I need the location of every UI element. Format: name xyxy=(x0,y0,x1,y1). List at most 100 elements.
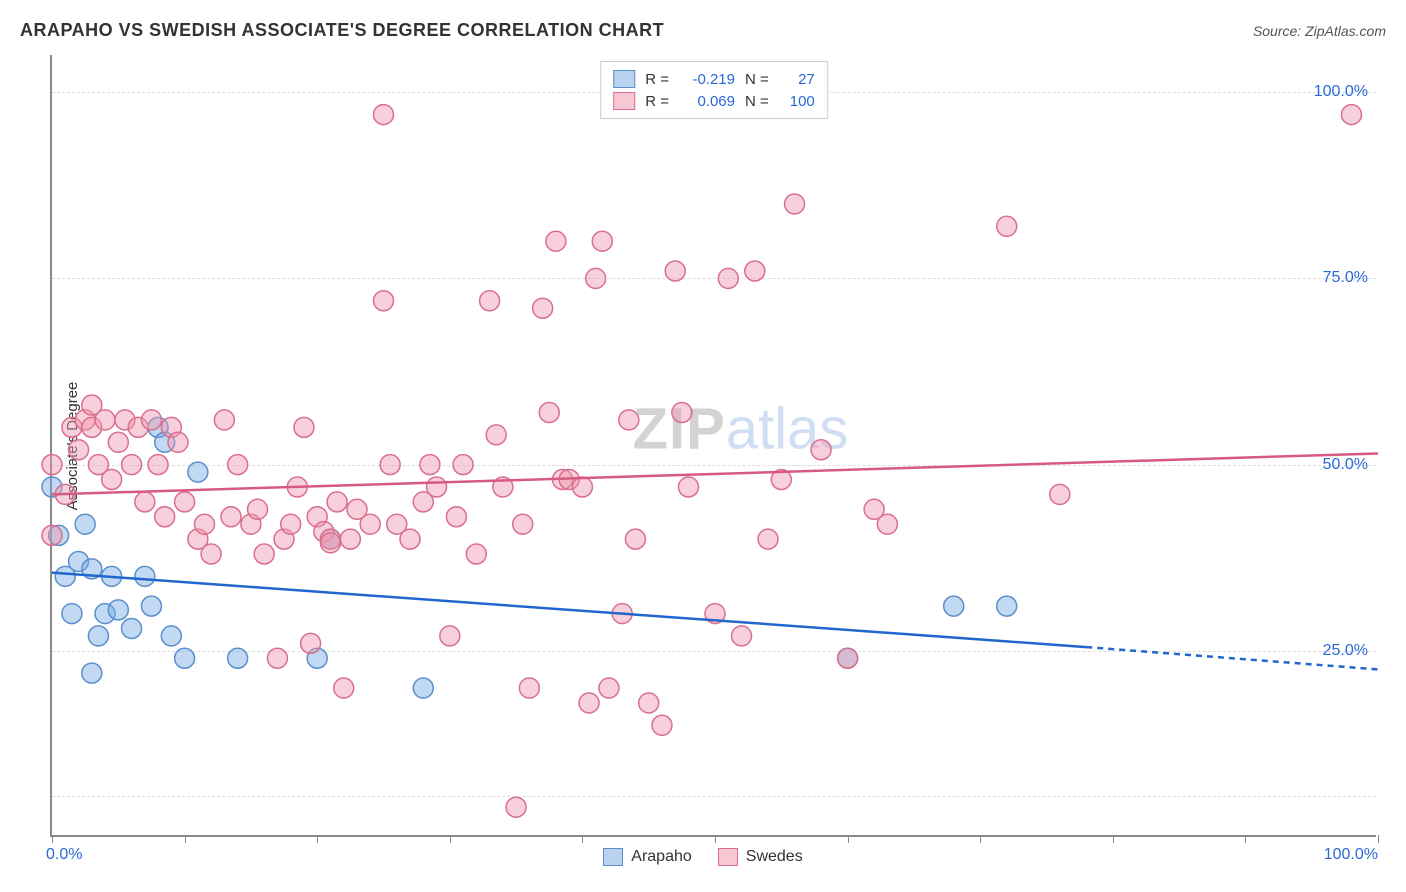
data-point xyxy=(281,514,301,534)
data-point xyxy=(374,291,394,311)
data-point xyxy=(62,604,82,624)
data-point xyxy=(546,231,566,251)
data-point xyxy=(758,529,778,549)
data-point xyxy=(440,626,460,646)
data-point xyxy=(997,216,1017,236)
data-point xyxy=(672,402,692,422)
data-point xyxy=(586,268,606,288)
data-point xyxy=(267,648,287,668)
data-point xyxy=(579,693,599,713)
x-tick xyxy=(848,835,849,843)
trend-line xyxy=(52,453,1378,494)
data-point xyxy=(374,105,394,125)
data-point xyxy=(519,678,539,698)
data-point xyxy=(811,440,831,460)
data-point xyxy=(360,514,380,534)
data-point xyxy=(248,499,268,519)
data-point xyxy=(732,626,752,646)
data-point xyxy=(108,432,128,452)
data-point xyxy=(599,678,619,698)
data-point xyxy=(95,410,115,430)
data-point xyxy=(102,470,122,490)
legend-item: Arapaho xyxy=(603,848,692,866)
data-point xyxy=(785,194,805,214)
data-point xyxy=(161,626,181,646)
data-point xyxy=(533,298,553,318)
legend-swatch xyxy=(603,848,623,866)
data-point xyxy=(639,693,659,713)
data-point xyxy=(82,663,102,683)
n-label: N = xyxy=(745,71,769,88)
stats-legend-row: R =0.069N =100 xyxy=(613,90,815,112)
data-point xyxy=(413,678,433,698)
x-tick xyxy=(317,835,318,843)
r-value: -0.219 xyxy=(679,71,735,88)
data-point xyxy=(446,507,466,527)
data-point xyxy=(108,600,128,620)
data-point xyxy=(539,402,559,422)
data-point xyxy=(678,477,698,497)
data-point xyxy=(453,455,473,475)
data-point xyxy=(175,492,195,512)
legend-label: Swedes xyxy=(746,848,803,866)
data-point xyxy=(327,492,347,512)
data-point xyxy=(513,514,533,534)
legend-swatch xyxy=(613,92,635,110)
x-tick xyxy=(582,835,583,843)
plot-svg xyxy=(52,55,1376,835)
data-point xyxy=(592,231,612,251)
legend-swatch xyxy=(718,848,738,866)
data-point xyxy=(745,261,765,281)
data-point xyxy=(665,261,685,281)
data-point xyxy=(135,566,155,586)
data-point xyxy=(122,618,142,638)
data-point xyxy=(141,410,161,430)
header: ARAPAHO VS SWEDISH ASSOCIATE'S DEGREE CO… xyxy=(20,20,1386,41)
data-point xyxy=(75,514,95,534)
x-tick xyxy=(1245,835,1246,843)
data-point xyxy=(340,529,360,549)
data-point xyxy=(294,417,314,437)
data-point xyxy=(221,507,241,527)
stats-legend: R = -0.219 N = 27 R =0.069N =100 xyxy=(600,61,828,119)
data-point xyxy=(1341,105,1361,125)
data-point xyxy=(135,492,155,512)
source-label: Source: ZipAtlas.com xyxy=(1253,23,1386,39)
x-tick xyxy=(715,835,716,843)
data-point xyxy=(466,544,486,564)
data-point xyxy=(42,455,62,475)
data-point xyxy=(148,455,168,475)
x-tick xyxy=(1378,835,1379,843)
data-point xyxy=(625,529,645,549)
x-tick xyxy=(450,835,451,843)
data-point xyxy=(944,596,964,616)
data-point xyxy=(997,596,1017,616)
data-point xyxy=(122,455,142,475)
x-tick xyxy=(980,835,981,843)
data-point xyxy=(168,432,188,452)
data-point xyxy=(301,633,321,653)
data-point xyxy=(141,596,161,616)
chart-title: ARAPAHO VS SWEDISH ASSOCIATE'S DEGREE CO… xyxy=(20,20,664,41)
data-point xyxy=(1050,484,1070,504)
data-point xyxy=(228,455,248,475)
data-point xyxy=(506,797,526,817)
r-value: 0.069 xyxy=(679,93,735,110)
stats-legend-row: R = -0.219 N = 27 xyxy=(613,68,815,90)
data-point xyxy=(201,544,221,564)
legend-item: Swedes xyxy=(718,848,803,866)
data-point xyxy=(194,514,214,534)
trend-line xyxy=(52,573,1086,647)
data-point xyxy=(380,455,400,475)
chart-area: R =-0.219N =27R =0.069N =100 ZIPatlas 25… xyxy=(50,55,1376,837)
data-point xyxy=(838,648,858,668)
n-value: 27 xyxy=(779,71,815,88)
data-point xyxy=(400,529,420,549)
r-label: R = xyxy=(645,71,669,88)
series-legend: Arapaho Swedes xyxy=(0,848,1406,866)
data-point xyxy=(572,477,592,497)
data-point xyxy=(480,291,500,311)
data-point xyxy=(69,440,89,460)
data-point xyxy=(188,462,208,482)
data-point xyxy=(486,425,506,445)
